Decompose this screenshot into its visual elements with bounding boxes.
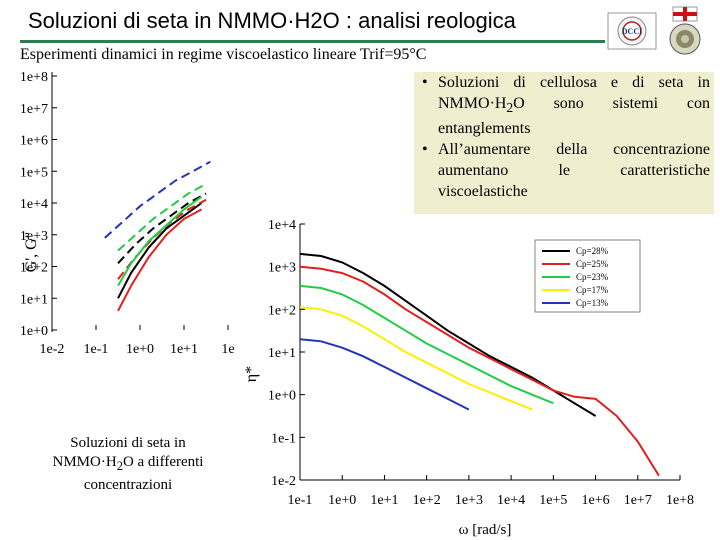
x-tick-label: 1e+0 bbox=[126, 342, 154, 357]
legend-label-1: Cp=25% bbox=[576, 259, 609, 269]
slide-subtitle: Esperimenti dinamici in regime viscoelas… bbox=[20, 46, 427, 63]
x-tick-label: 1e+3 bbox=[455, 493, 483, 508]
slide-title: Soluzioni di seta in NMMO·H2O : analisi … bbox=[28, 8, 516, 33]
x-tick-label: 1e+7 bbox=[624, 493, 652, 508]
caption-line-3: concentrazioni bbox=[83, 477, 173, 493]
y-tick-label: 1e+1 bbox=[20, 292, 48, 307]
caption-line-2: NMMO·H2O a differenti bbox=[52, 454, 204, 473]
moduli-chart: 1e+0 1e+1 1e+2 1e+3 1e+4 1e+5 1e+6 1e+7 1e+8 1e-… bbox=[20, 70, 235, 357]
dcci-logo-text: DCCI bbox=[622, 27, 642, 36]
figure-caption: Soluzioni di seta in NMMO·H2O a differen… bbox=[28, 434, 228, 495]
x-tick-label: 1e-1 bbox=[288, 493, 313, 508]
y-tick-label: 1e+1 bbox=[268, 346, 296, 361]
x-tick-label: 1e+8 bbox=[666, 493, 694, 508]
y-axis-label-G: G', G" bbox=[23, 232, 40, 273]
x-tick-label: 1e-1 bbox=[84, 342, 109, 357]
viscosity-chart: 1e-2 1e-1 1e+0 1e+1 1e+2 1e+3 1e+4 1e-1 1e+0 1e+… bbox=[243, 218, 694, 538]
y-tick-label: 1e+3 bbox=[20, 229, 48, 244]
series-line-2 bbox=[117, 208, 203, 312]
y-tick-label: 1e+6 bbox=[20, 134, 48, 149]
notes-box: • Soluzioni di cellulosa e di seta in NMM… bbox=[414, 72, 714, 214]
x-tick-label: 1e+1 bbox=[370, 493, 398, 508]
caption-line-1: Soluzioni di seta in bbox=[70, 435, 186, 451]
x-tick-label: 1e+4 bbox=[497, 493, 525, 508]
y-tick-label: 1e+0 bbox=[20, 324, 48, 339]
x-tick-label: 1e+5 bbox=[539, 493, 567, 508]
x-tick-label: 1e bbox=[221, 342, 234, 357]
legend-label-3: Cp=17% bbox=[576, 285, 609, 295]
title-underline bbox=[20, 40, 605, 43]
y-tick-label: 1e+4 bbox=[20, 197, 48, 212]
x-tick-label: 1e+6 bbox=[582, 493, 610, 508]
legend-label-2: Cp=23% bbox=[576, 272, 609, 282]
bullet-2-text: All’aumentare della concentrazione aumen… bbox=[438, 141, 710, 201]
x-tick-label: 1e-2 bbox=[40, 342, 65, 357]
series-line-0 bbox=[117, 202, 203, 299]
bullet-1-text-end: O sono sistemi con entanglements bbox=[438, 95, 710, 138]
series-line-3 bbox=[117, 198, 207, 280]
y-tick-label: 1e+5 bbox=[20, 165, 48, 180]
y-tick-label: 1e+8 bbox=[20, 70, 48, 85]
legend-label-0: Cp=28% bbox=[576, 246, 609, 256]
y-tick-label: 1e+2 bbox=[268, 303, 296, 318]
y-tick-label: 1e+3 bbox=[268, 261, 296, 276]
x-tick-label: 1e+0 bbox=[328, 493, 356, 508]
x-tick-label: 1e+2 bbox=[413, 493, 441, 508]
series-line-1 bbox=[299, 265, 660, 477]
bullet-1-subscript: 2 bbox=[506, 100, 514, 116]
series-line-1 bbox=[117, 192, 207, 264]
y-tick-label: 1e+2 bbox=[20, 261, 48, 276]
series-line-2 bbox=[299, 284, 554, 405]
bullet-concentration: • All’aumentare della concentrazione aume… bbox=[418, 139, 710, 202]
bullet-dot: • bbox=[422, 141, 428, 159]
y-axis-label-eta: η* bbox=[243, 366, 260, 382]
dcci-logo: DCCI bbox=[607, 12, 657, 50]
bullet-dot: • bbox=[422, 74, 428, 91]
series-line-4 bbox=[299, 338, 470, 411]
legend-label-4: Cp=13% bbox=[576, 298, 609, 308]
x-tick-label: 1e+1 bbox=[170, 342, 198, 357]
y-tick-label: 1e-1 bbox=[271, 431, 296, 446]
bullet-1-text: Soluzioni di cellulosa e di seta in NMMO… bbox=[438, 74, 710, 112]
bullet-entanglements: • Soluzioni di cellulosa e di seta in NMM… bbox=[418, 72, 710, 139]
series-line-5 bbox=[117, 183, 207, 252]
series-line-3 bbox=[299, 306, 533, 411]
x-axis-label-omega: ω [rad/s] bbox=[459, 522, 512, 538]
y-tick-label: 1e+7 bbox=[20, 102, 48, 117]
y-tick-label: 1e-2 bbox=[271, 474, 296, 489]
y-tick-label: 1e+0 bbox=[268, 389, 296, 404]
y-tick-label: 1e+4 bbox=[268, 218, 296, 233]
series-line-4 bbox=[117, 195, 203, 287]
university-crest-logo bbox=[669, 6, 701, 55]
